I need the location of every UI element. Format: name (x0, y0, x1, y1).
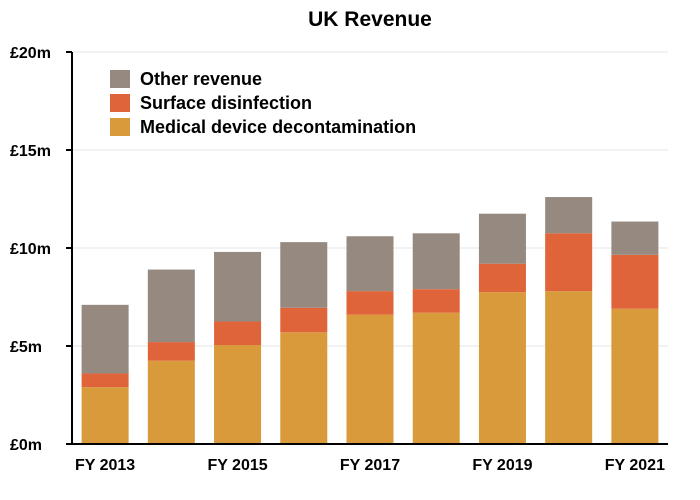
y-tick-label: £0m (10, 437, 42, 454)
bar-segment (478, 292, 526, 444)
bar-segment (545, 197, 593, 234)
y-tick-label: £20m (10, 45, 51, 62)
bar-segment (412, 312, 460, 444)
y-tick-label: £15m (10, 143, 51, 160)
bar-segment (147, 342, 195, 361)
bar-segment (280, 332, 328, 444)
bar-segment (147, 269, 195, 343)
bar-segment (346, 291, 394, 315)
y-tick-label: £10m (10, 241, 51, 258)
legend-label: Medical device decontamination (140, 117, 416, 137)
bar-segment (346, 314, 394, 444)
bar-segment (545, 291, 593, 444)
bar-segment (545, 233, 593, 292)
bar-segment (346, 236, 394, 292)
x-tick-label: FY 2015 (207, 457, 267, 474)
bar-segment (147, 360, 195, 444)
legend-label: Other revenue (140, 69, 262, 89)
bar-segment (214, 321, 262, 346)
bar-segment (81, 304, 129, 374)
bar-segment (478, 263, 526, 293)
bar-segment (280, 242, 328, 308)
x-tick-label: FY 2019 (472, 457, 532, 474)
x-tick-label: FY 2013 (75, 457, 135, 474)
x-tick-label: FY 2021 (605, 457, 665, 474)
bar-segment (214, 345, 262, 444)
bar-segment (611, 308, 659, 444)
legend: Other revenue Surface disinfection Medical… (110, 69, 416, 137)
bar-segment (412, 289, 460, 313)
axes: £0m £5m £10m £15m £20m FY 2013 FY 2015 FY 2017 F… (10, 45, 668, 474)
bars (81, 197, 659, 444)
bar-segment (611, 254, 659, 309)
legend-label: Surface disinfection (140, 93, 312, 113)
bar-segment (280, 307, 328, 333)
legend-swatch (110, 70, 130, 88)
bar-segment (611, 221, 659, 255)
legend-swatch (110, 118, 130, 136)
bar-segment (81, 387, 129, 444)
bar-segment (412, 233, 460, 290)
bar-segment (81, 373, 129, 388)
y-tick-label: £5m (10, 339, 42, 356)
bar-segment (478, 213, 526, 264)
legend-swatch (110, 94, 130, 112)
chart-title: UK Revenue (308, 8, 432, 31)
bar-segment (214, 251, 262, 322)
x-tick-label: FY 2017 (340, 457, 400, 474)
